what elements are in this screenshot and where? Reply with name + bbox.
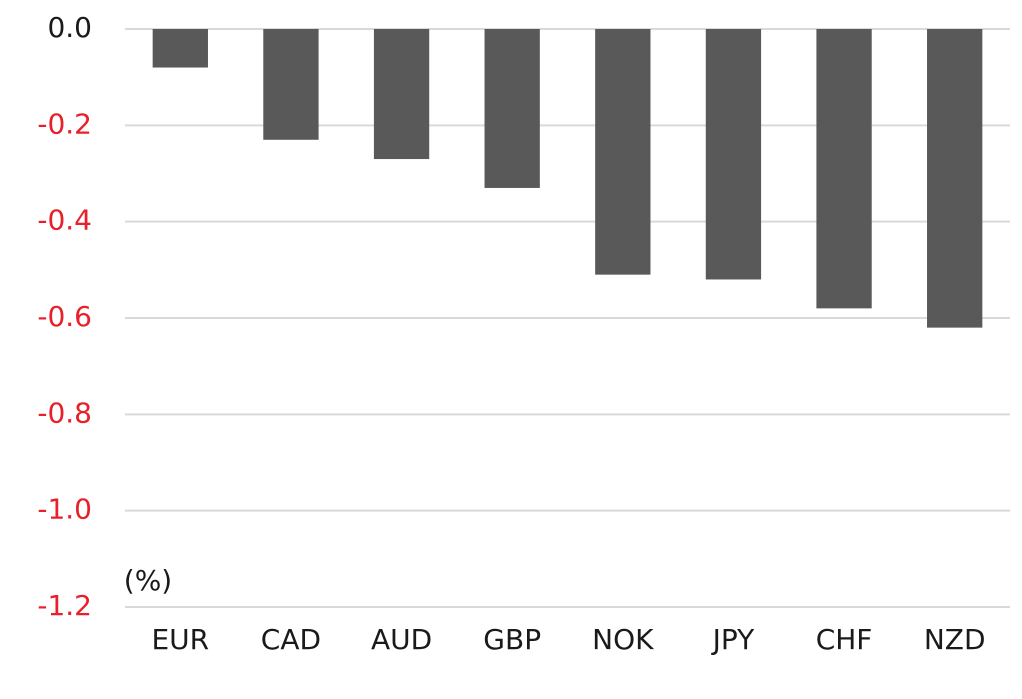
x-tick-label: NZD <box>924 623 986 656</box>
y-tick-label: 0.0 <box>47 11 92 44</box>
y-tick-label: -0.4 <box>37 204 92 237</box>
y-tick-label: -0.6 <box>37 300 92 333</box>
x-tick-label: EUR <box>151 623 209 656</box>
bar <box>816 29 872 309</box>
y-tick-label: -1.0 <box>37 493 92 526</box>
x-tick-label: GBP <box>483 623 541 656</box>
bar <box>595 29 651 275</box>
x-tick-label: CHF <box>816 623 873 656</box>
x-tick-label: AUD <box>371 623 432 656</box>
bar <box>705 29 762 280</box>
y-tick-label: -1.2 <box>37 589 92 622</box>
bar <box>373 29 430 160</box>
x-tick-label: CAD <box>261 623 321 656</box>
bar <box>152 29 208 68</box>
y-tick-label: -0.8 <box>37 396 92 429</box>
bar <box>484 29 540 188</box>
y-tick-label: -0.2 <box>37 107 92 140</box>
x-tick-label: JPY <box>711 623 756 656</box>
bar <box>263 29 319 140</box>
y-axis-label: (%) <box>124 564 172 597</box>
x-tick-label: NOK <box>592 623 654 656</box>
bar <box>927 29 983 328</box>
